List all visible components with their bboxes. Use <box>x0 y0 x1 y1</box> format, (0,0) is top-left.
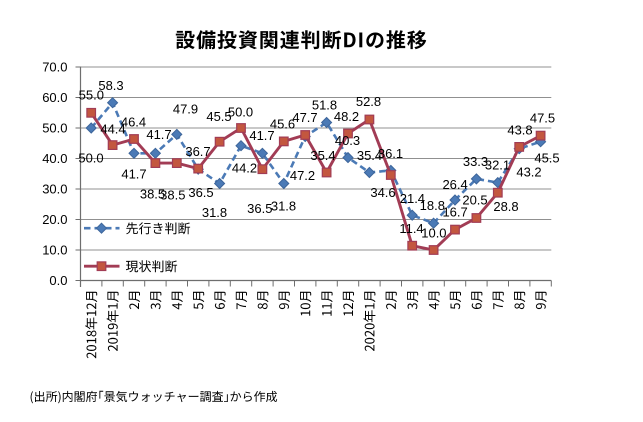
svg-text:50.0: 50.0 <box>78 151 103 166</box>
svg-text:43.2: 43.2 <box>516 165 541 180</box>
svg-text:45.5: 45.5 <box>206 109 231 124</box>
svg-text:45.6: 45.6 <box>270 117 295 132</box>
svg-text:26.4: 26.4 <box>442 177 467 192</box>
svg-text:48.2: 48.2 <box>334 109 359 124</box>
svg-text:28.8: 28.8 <box>493 199 518 214</box>
svg-text:47.5: 47.5 <box>530 111 555 126</box>
svg-text:32.1: 32.1 <box>485 158 510 173</box>
svg-text:41.7: 41.7 <box>249 128 274 143</box>
svg-text:36.5: 36.5 <box>247 201 272 216</box>
svg-text:47.2: 47.2 <box>290 168 315 183</box>
svg-text:36.7: 36.7 <box>185 144 210 159</box>
svg-text:20.0: 20.0 <box>42 212 67 227</box>
svg-text:10.0: 10.0 <box>42 243 67 258</box>
svg-text:20.5: 20.5 <box>462 193 487 208</box>
svg-text:50.0: 50.0 <box>42 121 67 136</box>
svg-text:47.9: 47.9 <box>173 102 198 117</box>
svg-text:38.5: 38.5 <box>160 188 185 203</box>
svg-text:30.0: 30.0 <box>42 182 67 197</box>
svg-text:31.8: 31.8 <box>271 199 296 214</box>
svg-text:33.3: 33.3 <box>463 154 488 169</box>
svg-text:38.5: 38.5 <box>140 187 165 202</box>
svg-text:41.7: 41.7 <box>146 127 171 142</box>
svg-text:43.8: 43.8 <box>507 123 532 138</box>
svg-text:44.4: 44.4 <box>100 122 125 137</box>
svg-text:41.7: 41.7 <box>121 167 146 182</box>
svg-text:36.5: 36.5 <box>188 185 213 200</box>
svg-text:11.4: 11.4 <box>399 221 423 236</box>
svg-text:10.0: 10.0 <box>421 226 446 241</box>
svg-text:55.0: 55.0 <box>79 88 104 103</box>
svg-text:16.7: 16.7 <box>442 205 467 220</box>
svg-text:0.0: 0.0 <box>49 273 67 288</box>
svg-text:70.0: 70.0 <box>42 60 67 75</box>
svg-text:18.8: 18.8 <box>420 198 445 213</box>
svg-text:45.5: 45.5 <box>534 151 559 166</box>
svg-text:58.3: 58.3 <box>98 78 123 93</box>
svg-text:35.4: 35.4 <box>357 148 382 163</box>
svg-text:46.4: 46.4 <box>121 115 146 130</box>
svg-text:40.3: 40.3 <box>335 133 360 148</box>
svg-text:35.4: 35.4 <box>310 148 335 163</box>
svg-text:47.7: 47.7 <box>292 110 317 125</box>
svg-text:52.8: 52.8 <box>356 94 381 109</box>
svg-text:51.8: 51.8 <box>312 98 337 113</box>
svg-text:21.4: 21.4 <box>400 191 425 206</box>
svg-text:60.0: 60.0 <box>42 90 67 105</box>
svg-text:40.0: 40.0 <box>42 151 67 166</box>
svg-text:36.1: 36.1 <box>378 146 403 161</box>
svg-text:44.2: 44.2 <box>232 161 257 176</box>
svg-text:34.6: 34.6 <box>370 185 395 200</box>
svg-text:50.0: 50.0 <box>228 105 253 120</box>
svg-text:31.8: 31.8 <box>202 205 227 220</box>
